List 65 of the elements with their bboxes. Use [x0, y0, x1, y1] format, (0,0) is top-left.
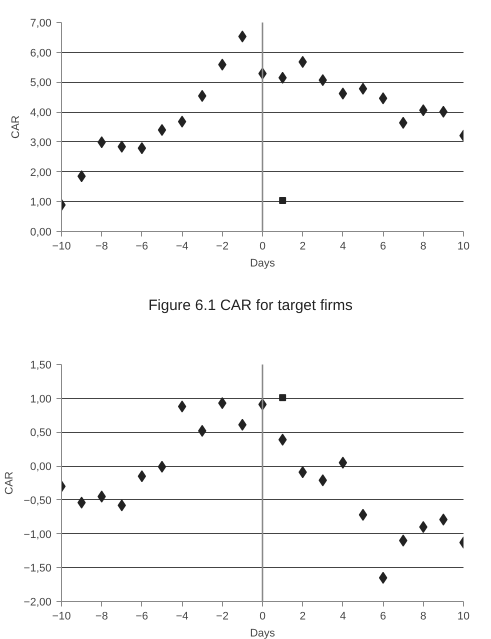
y-tick-label: 0,00 [30, 461, 52, 474]
point [77, 496, 86, 509]
x-tick-label: −8 [95, 610, 108, 622]
y-tick-label: −0,50 [24, 494, 52, 507]
y-tick-label: 1,00 [30, 196, 52, 209]
y-tick-label: −1,00 [24, 528, 52, 541]
x-tick-label: −4 [176, 240, 188, 252]
x-tick-label: 10 [457, 240, 470, 252]
x-tick-label: −2 [216, 610, 229, 622]
point [439, 514, 448, 526]
y-tick-label: −2,00 [24, 596, 52, 608]
x-tick-label: −6 [136, 240, 148, 252]
y-tick-label: 4,00 [30, 107, 52, 120]
x-tick-label: 0 [259, 240, 266, 252]
text: Figure 6.1 CAR for target firms [148, 296, 353, 316]
point [278, 72, 287, 84]
x-tick-label: 8 [420, 610, 426, 622]
point [279, 196, 286, 204]
y-tick-label: 6,00 [30, 47, 52, 60]
x-tick-label: 0 [259, 610, 266, 622]
x-axis-title: Days [250, 258, 276, 270]
point [378, 572, 388, 584]
x-tick-label: −8 [95, 240, 108, 252]
x-tick-label: 4 [340, 240, 346, 252]
y-tick-label: 0,50 [30, 427, 52, 440]
point [279, 394, 286, 402]
x-tick-label: 10 [457, 610, 470, 622]
y-tick-label: 3,00 [30, 136, 52, 149]
y-tick-label: 0,00 [30, 226, 52, 238]
y-axis-title: CAR [10, 115, 22, 139]
point [338, 88, 348, 100]
x-tick-label: 2 [300, 610, 306, 622]
point [378, 92, 388, 104]
x-tick-label: −6 [136, 610, 148, 622]
x-tick-label: −2 [216, 240, 229, 252]
point [158, 124, 166, 136]
x-tick-label: −4 [176, 610, 188, 622]
point [278, 434, 287, 446]
x-tick-label: 6 [380, 240, 386, 252]
y-tick-label: 7,00 [30, 18, 52, 30]
point [358, 508, 368, 521]
point [178, 116, 186, 128]
x-tick-label: −10 [52, 240, 71, 252]
x-tick-label: 6 [380, 610, 386, 622]
y-axis-title: CAR [4, 471, 16, 495]
y-tick-label: 5,00 [30, 77, 52, 90]
point [439, 106, 448, 118]
point [77, 170, 86, 182]
x-tick-label: −10 [52, 610, 71, 622]
point [158, 460, 166, 473]
x-axis-title: Days [250, 628, 276, 639]
point [238, 418, 247, 431]
x-tick-label: 8 [420, 240, 426, 252]
point [138, 470, 146, 482]
y-tick-label: 1,00 [30, 393, 52, 406]
point [138, 142, 146, 154]
x-tick-label: 4 [340, 610, 346, 622]
point [338, 456, 348, 469]
point [178, 400, 186, 412]
x-tick-label: 2 [300, 240, 306, 252]
point [238, 30, 247, 43]
y-tick-label: 1,50 [30, 360, 52, 372]
y-tick-label: 2,00 [30, 166, 52, 179]
y-tick-label: −1,50 [24, 562, 52, 575]
point [358, 82, 368, 95]
